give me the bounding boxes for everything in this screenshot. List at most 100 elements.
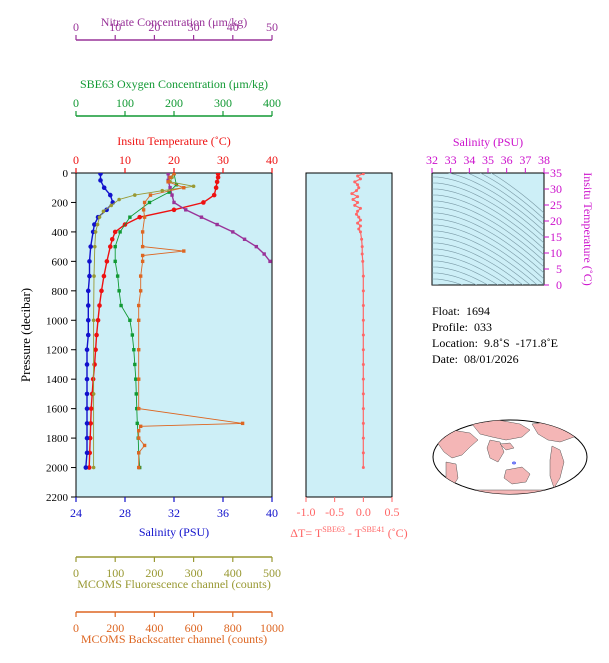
temperature-tick-label: 30 xyxy=(217,153,229,167)
oxygen-axis-label: SBE63 Oxygen Concentration (μm/kg) xyxy=(80,77,268,91)
density-contour xyxy=(432,182,544,244)
delta-t-point xyxy=(361,421,365,425)
salinity-point xyxy=(88,244,93,249)
oxygen-point xyxy=(132,348,136,352)
salinity-point xyxy=(84,391,90,397)
salinity-point xyxy=(84,362,90,367)
delta-t-point xyxy=(353,180,357,184)
delta-t-point xyxy=(361,466,365,470)
oxygen-point xyxy=(115,274,120,278)
temperature-point xyxy=(215,175,221,180)
salinity-point xyxy=(84,450,90,456)
pressure-tick-label: 1000 xyxy=(46,315,69,327)
backscatter-point xyxy=(137,451,141,455)
delta-t-point xyxy=(357,186,361,190)
profile-number: Profile: 033 xyxy=(432,320,492,334)
temperature-point xyxy=(211,192,217,198)
delta-t-point xyxy=(361,451,365,455)
ts-ytick-label: 35 xyxy=(550,166,562,180)
density-contour xyxy=(432,260,499,285)
nitrate-point xyxy=(172,200,176,205)
backscatter-tick-label: 200 xyxy=(106,621,124,635)
pressure-tick-label: 200 xyxy=(52,197,69,209)
delta-t-point xyxy=(361,436,365,440)
backscatter-point xyxy=(138,424,143,429)
delta-t-point xyxy=(361,259,365,263)
backscatter-point xyxy=(148,193,153,197)
temperature-point xyxy=(90,376,96,382)
fluorescence-point xyxy=(92,274,96,278)
temperature-point xyxy=(99,288,104,294)
backscatter-tick-label: 1000 xyxy=(260,621,284,635)
ts-ytick-label: 20 xyxy=(550,214,562,228)
density-contour xyxy=(432,236,531,285)
oxygen-point xyxy=(134,377,138,381)
density-contour xyxy=(447,173,544,232)
salinity-point xyxy=(84,435,90,441)
salinity-point xyxy=(92,222,97,227)
delta-t-point xyxy=(354,189,358,193)
pressure-tick-label: 400 xyxy=(52,227,69,239)
float-location: Location: 9.8˚S -171.8˚E xyxy=(432,336,558,350)
backscatter-point xyxy=(137,303,141,308)
delta-t-point xyxy=(358,230,362,234)
nitrate-point xyxy=(215,222,219,227)
salinity-axis-label: Salinity (PSU) xyxy=(139,525,209,539)
oxygen-tick-label: 0 xyxy=(73,96,79,110)
delta-t-point xyxy=(351,198,355,202)
oxygen-point xyxy=(113,259,117,264)
density-contour xyxy=(432,254,508,285)
density-contour xyxy=(432,242,524,285)
salinity-point xyxy=(84,376,90,382)
fluorescence-point xyxy=(91,318,96,323)
nitrate-point xyxy=(168,186,172,190)
temperature-point xyxy=(87,435,93,441)
delta-t-point xyxy=(350,192,354,196)
delta-t-point xyxy=(358,224,362,228)
density-contour xyxy=(490,173,544,214)
delta-t-point xyxy=(356,174,360,178)
pressure-tick-label: 1200 xyxy=(46,345,69,357)
backscatter-tick-label: 0 xyxy=(73,621,79,635)
pressure-tick-label: 1400 xyxy=(46,374,69,386)
temperature-point xyxy=(171,207,177,213)
backscatter-point xyxy=(172,173,176,176)
delta-t-point xyxy=(357,215,361,219)
ts-ytick-label: 30 xyxy=(550,182,562,196)
delta-t-point xyxy=(358,177,362,181)
temperature-point xyxy=(93,347,98,353)
salinity-tick-label: 28 xyxy=(119,506,131,520)
salinity-point xyxy=(84,347,90,353)
temperature-point xyxy=(97,303,102,308)
main-plot-area xyxy=(75,172,273,498)
pressure-tick-label: 1800 xyxy=(46,433,69,445)
delta-t-series xyxy=(350,173,365,470)
nitrate-point xyxy=(199,215,204,219)
nitrate-tick-label: 20 xyxy=(148,20,160,34)
ts-ytick-label: 10 xyxy=(550,246,562,260)
temperature-point xyxy=(213,185,219,191)
fluorescence-point xyxy=(117,197,121,202)
pressure-tick-label: 2200 xyxy=(46,492,69,504)
density-contour xyxy=(432,194,544,256)
pressure-tick-label: 0 xyxy=(63,168,69,180)
salinity-point xyxy=(85,288,91,294)
ts-title: Salinity (PSU) xyxy=(453,135,523,149)
oxygen-point xyxy=(113,244,117,249)
temperature-point xyxy=(92,362,97,367)
oxygen-point xyxy=(147,200,152,205)
oxygen-point xyxy=(130,333,135,337)
ts-xtick-label: 33 xyxy=(445,153,457,167)
ts-ylabel: Insitu Temperature (˚C) xyxy=(581,172,595,286)
delta-t-panel: -1.0 -0.5 0.0 0.5 ΔT= TSBE63 - TSBE41 (˚C) xyxy=(290,172,408,540)
backscatter-point xyxy=(140,230,145,234)
delta-t-tick-label: 0.5 xyxy=(385,505,400,519)
backscatter-axis-label: MCOMS Backscatter channel (counts) xyxy=(81,632,267,646)
ts-ytick-label: 5 xyxy=(556,262,562,276)
backscatter-point xyxy=(140,259,145,264)
ts-plot-area xyxy=(431,172,545,286)
ts-diagram-panel: Salinity (PSU) 32 33 34 35 36 37 3805101520253… xyxy=(426,135,595,292)
nitrate-tick-label: 0 xyxy=(73,20,79,34)
nitrate-tick-label: 40 xyxy=(227,20,239,34)
